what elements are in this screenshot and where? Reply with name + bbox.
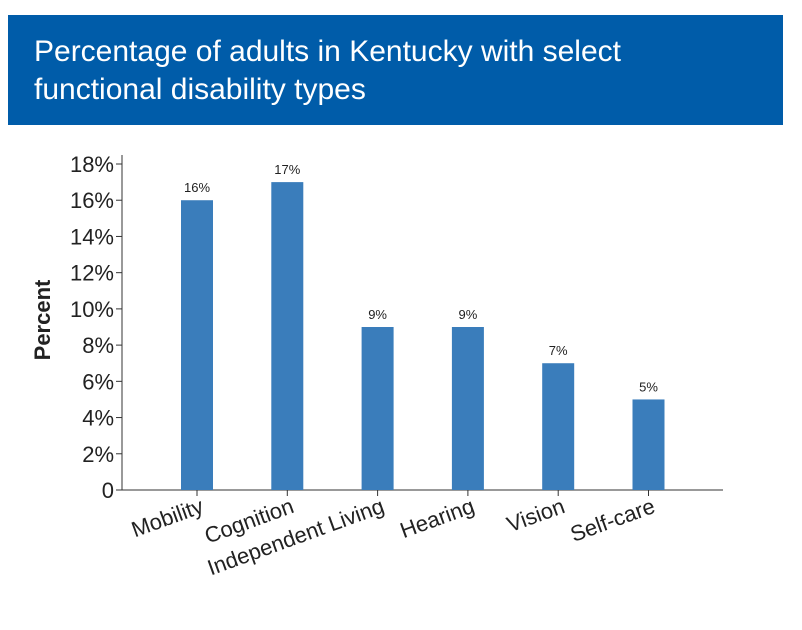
x-tick-label: Mobility [128, 493, 207, 542]
y-tick-label: 18% [70, 152, 114, 177]
value-label: 17% [274, 162, 300, 177]
x-tick-label: Vision [503, 493, 567, 537]
y-axis-label: Percent [30, 279, 55, 360]
x-tick-label: Hearing [397, 493, 478, 543]
bar [451, 327, 484, 490]
bar [181, 200, 213, 490]
value-label: 9% [459, 307, 478, 322]
value-label: 16% [184, 180, 210, 195]
y-tick-label: 16% [70, 188, 114, 213]
y-tick-label: 12% [70, 261, 114, 286]
value-label: 5% [639, 379, 658, 394]
header: Percentage of adults in Kentucky with se… [8, 15, 783, 125]
y-tick-label: 4% [82, 406, 114, 431]
y-tick-label: 2% [82, 442, 114, 467]
value-label: 9% [368, 307, 387, 322]
bar [632, 399, 665, 490]
y-tick-label: 10% [70, 297, 114, 322]
bar [542, 363, 575, 490]
bar [361, 327, 394, 490]
y-tick-label: 6% [82, 369, 114, 394]
x-tick-label: Self-care [567, 493, 658, 547]
y-tick-label: 8% [82, 333, 114, 358]
y-tick-label: 0 [102, 478, 114, 503]
value-label: 7% [549, 343, 568, 358]
bar [271, 182, 304, 490]
chart-title: Percentage of adults in Kentucky with se… [34, 35, 621, 106]
y-tick-label: 14% [70, 224, 114, 249]
